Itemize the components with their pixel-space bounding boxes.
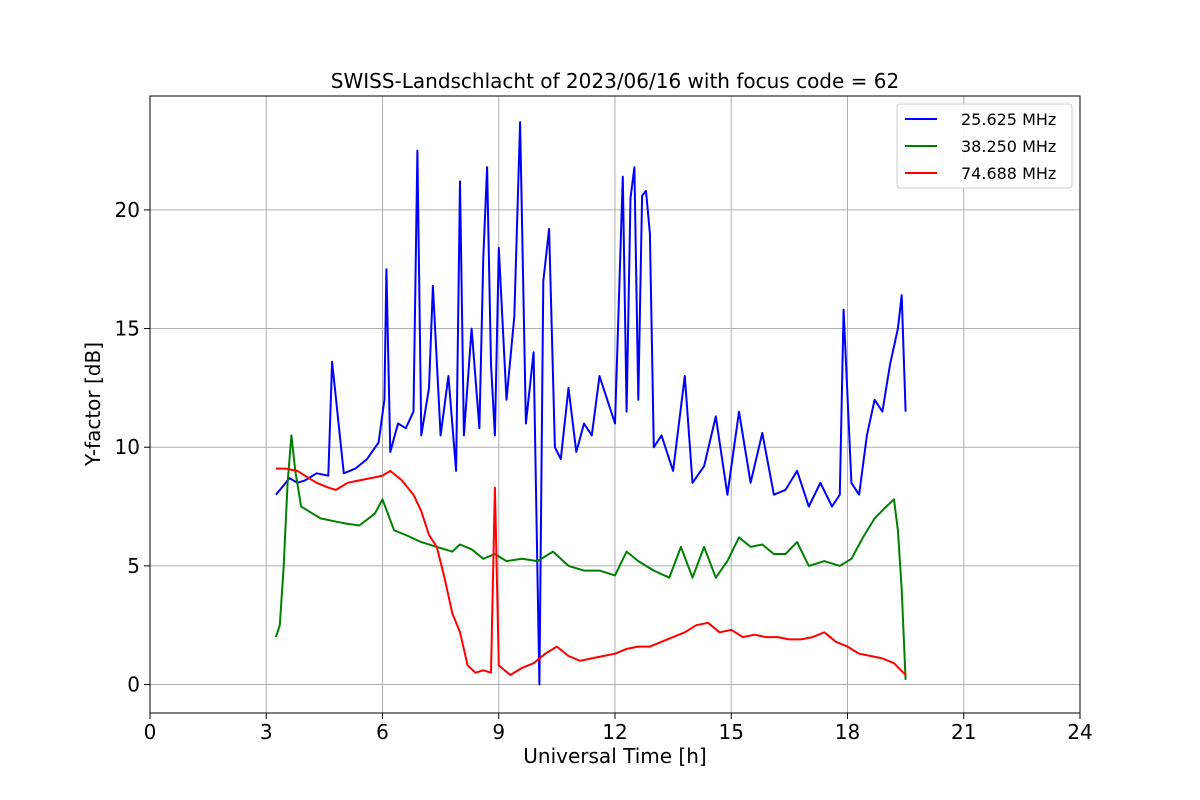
series-line-1 [275, 121, 907, 686]
series-layer [274, 121, 907, 686]
x-tick-label: 12 [602, 720, 627, 744]
y-axis: 0 5 10 15 20 [115, 198, 150, 697]
legend: 25.625 MHz 38.250 MHz 74.688 MHz [896, 103, 1073, 189]
x-tick-label: 18 [835, 720, 860, 744]
y-tick-label: 5 [127, 554, 140, 578]
x-tick-label: 6 [376, 720, 389, 744]
x-axis: 0 3 6 9 12 15 18 21 24 [144, 713, 1093, 744]
x-tick-label: 9 [492, 720, 505, 744]
x-tick-label: 0 [144, 720, 157, 744]
x-axis-label: Universal Time [h] [523, 744, 706, 768]
y-tick-label: 0 [127, 673, 140, 697]
series-line-2 [274, 434, 907, 680]
y-tick-label: 10 [115, 435, 140, 459]
x-tick-label: 21 [951, 720, 976, 744]
x-tick-label: 24 [1067, 720, 1092, 744]
legend-box [896, 103, 1073, 189]
chart-title: SWISS-Landschlacht of 2023/06/16 with fo… [331, 69, 899, 93]
legend-label: 74.688 MHz [961, 164, 1056, 183]
legend-label: 25.625 MHz [961, 110, 1056, 129]
y-tick-label: 20 [115, 198, 140, 222]
y-axis-label: Y-factor [dB] [81, 342, 105, 467]
y-tick-label: 15 [115, 317, 140, 341]
x-tick-label: 3 [260, 720, 273, 744]
x-tick-label: 15 [719, 720, 744, 744]
series-line-3 [275, 467, 907, 676]
legend-label: 38.250 MHz [961, 137, 1056, 156]
